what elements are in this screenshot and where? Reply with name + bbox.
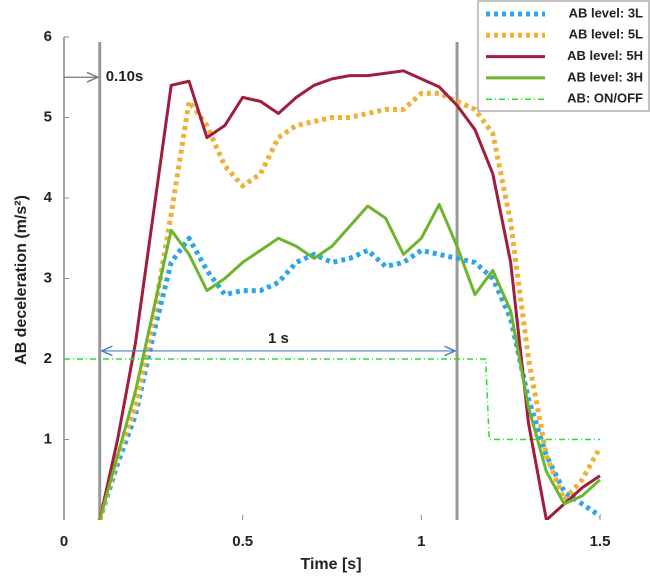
y-tick-label: 1: [44, 430, 52, 447]
annotation: 1 s: [268, 330, 289, 347]
x-axis-label: Time [s]: [300, 556, 361, 573]
x-tick-label: 0: [60, 533, 68, 550]
y-tick-label: 6: [44, 28, 52, 45]
legend-label: AB level: 3H: [567, 69, 643, 84]
legend-label: AB level: 5L: [569, 27, 643, 42]
legend-label: AB level: 5H: [567, 48, 643, 63]
series-line: [64, 358, 600, 441]
y-tick-label: 3: [44, 269, 52, 286]
y-tick-label: 5: [44, 108, 52, 125]
plot-area: [64, 69, 603, 520]
legend-label: AB: ON/OFF: [567, 91, 643, 106]
y-axis-label: AB deceleration (m/s²): [13, 195, 30, 365]
y-tick-label: 2: [44, 350, 52, 367]
x-tick-label: 1: [417, 533, 425, 550]
series-line: [97, 90, 603, 520]
x-tick-label: 1.5: [590, 533, 611, 550]
series-line: [98, 202, 602, 520]
y-tick-label: 4: [44, 189, 53, 206]
x-tick-label: 0.5: [232, 533, 253, 550]
legend-label: AB level: 3L: [569, 5, 643, 20]
annotation: 0.10s: [106, 68, 144, 85]
series-line: [98, 69, 601, 520]
